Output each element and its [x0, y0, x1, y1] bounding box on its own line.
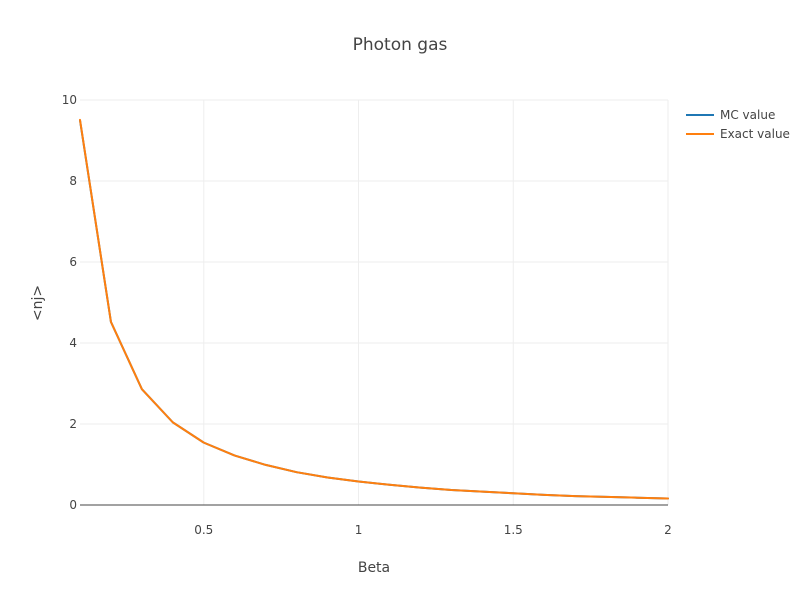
x-tick-label: 2 [664, 523, 672, 537]
x-tick-label: 0.5 [194, 523, 213, 537]
y-axis-title: <nj> [30, 285, 46, 321]
y-tick-label: 2 [69, 417, 77, 431]
legend-item-mc[interactable]: MC value [686, 108, 775, 122]
x-tick-label: 1.5 [504, 523, 523, 537]
legend-item-exact[interactable]: Exact value [686, 127, 790, 141]
y-tick-label: 6 [69, 255, 77, 269]
legend[interactable]: MC value Exact value [686, 108, 790, 141]
legend-label-exact: Exact value [720, 127, 790, 141]
chart-title: Photon gas [353, 35, 448, 55]
y-tick-label: 4 [69, 336, 77, 350]
grid-lines [80, 99, 669, 505]
y-tick-label: 8 [69, 174, 77, 188]
legend-label-mc: MC value [720, 108, 775, 122]
series-lines [79, 118, 669, 500]
x-tick-labels: 0.5 1 1.5 2 [194, 523, 672, 537]
y-tick-label: 0 [69, 498, 77, 512]
y-tick-label: 10 [62, 93, 77, 107]
x-axis-title: Beta [358, 560, 390, 576]
y-tick-labels: 0 2 4 6 8 10 [62, 93, 77, 512]
series-line-exact-value[interactable] [79, 118, 669, 500]
x-tick-label: 1 [355, 523, 363, 537]
